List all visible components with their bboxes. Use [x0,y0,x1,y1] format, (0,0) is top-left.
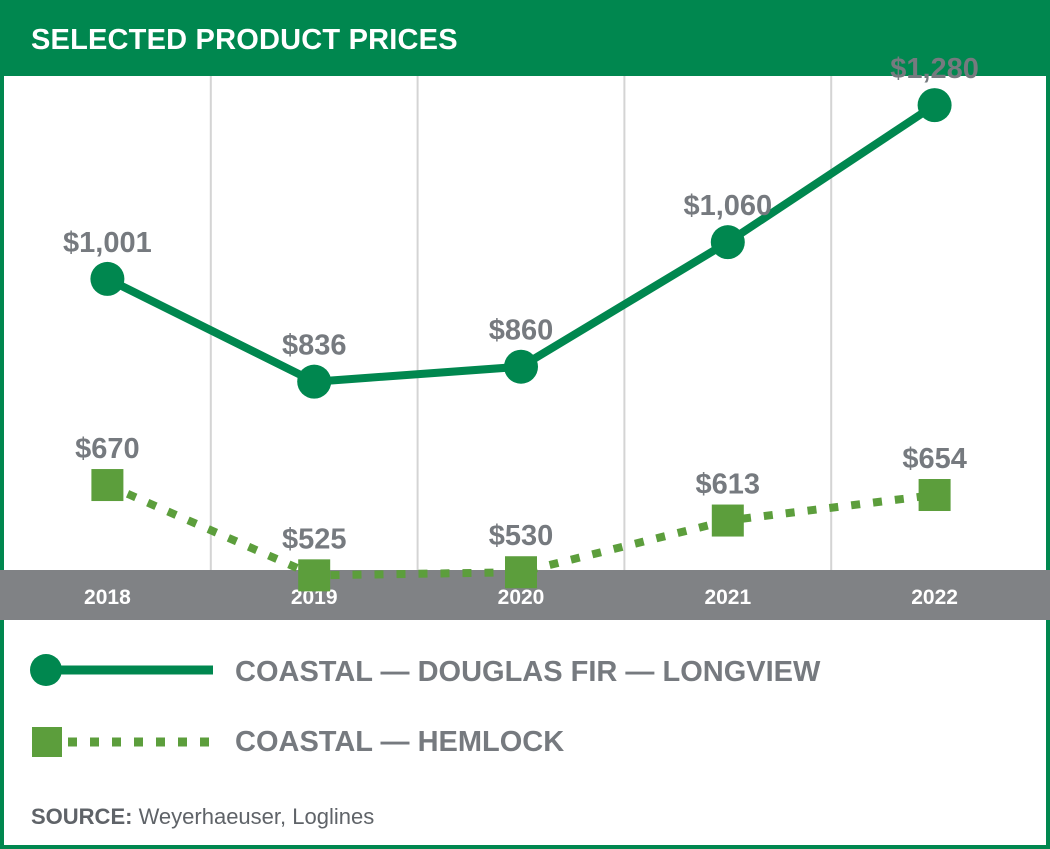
legend-circle-marker [30,654,62,686]
source-text: Weyerhaeuser, Loglines [132,804,375,829]
source-label: SOURCE: [31,804,133,829]
series-1-point-2019 [298,559,331,592]
series-1-label-2019: $525 [282,523,347,555]
x-tick-label-2022: 2022 [911,586,958,609]
series-0-point-2021 [710,225,745,260]
series-1-point-2020 [505,556,537,589]
series-0-point-2019 [297,364,332,399]
series-1-point-2022 [918,479,951,512]
source-note: SOURCE: Weyerhaeuser, Loglines [31,804,374,830]
legend-label-douglas-fir: COASTAL — DOUGLAS FIR — LONGVIEW [235,656,821,688]
series-1-label-2022: $654 [902,443,967,475]
chart-header: SELECTED PRODUCT PRICES [0,0,1050,76]
legend-hemlock-swatch [32,727,213,757]
x-tick-label-2019: 2019 [291,586,338,609]
series-1-point-2021 [711,504,744,537]
legend-square-marker [32,727,62,757]
legend-label-hemlock: COASTAL — HEMLOCK [235,726,565,758]
series-0-label-2020: $860 [489,315,554,347]
x-tick-label-2018: 2018 [84,586,131,609]
series-0-point-2018 [90,261,125,296]
legend-douglas-fir-swatch [30,654,213,686]
series-1-label-2020: $530 [489,520,554,552]
x-tick-label-2020: 2020 [498,586,545,609]
series-0-label-2022: $1,280 [890,53,979,85]
series-0-point-2022 [917,88,952,123]
series-0-label-2021: $1,060 [683,190,772,222]
x-tick-label-2021: 2021 [704,586,751,609]
chart-title: SELECTED PRODUCT PRICES [31,24,458,56]
series-1-label-2021: $613 [696,469,761,501]
series-0-label-2018: $1,001 [63,227,152,259]
series-0-point-2020 [504,349,538,384]
series-1-label-2018: $670 [75,433,140,465]
series-1-point-2018 [91,469,124,502]
line-chart: 2018 2019 2020 2021 2022 $1,001 $836 $860 $1,060… [0,53,1050,620]
series-0-label-2019: $836 [282,330,347,362]
chart-legend: COASTAL — DOUGLAS FIR — LONGVIEW COASTAL… [0,620,1050,780]
